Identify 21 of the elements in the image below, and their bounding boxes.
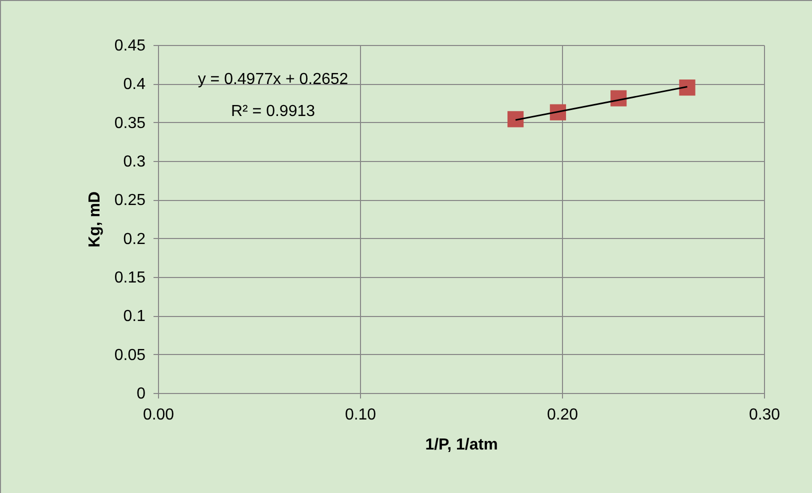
x-axis-title: 1/P, 1/atm <box>425 436 498 454</box>
y-tick-label: 0.35 <box>114 114 146 132</box>
y-tick-label: 0.1 <box>123 308 146 326</box>
y-axis-title: Kg, mD <box>86 192 104 248</box>
x-tick-label: 0.00 <box>142 406 174 424</box>
y-tick-label: 0.05 <box>114 346 146 364</box>
annotation: R² = 0.9913 <box>230 103 316 120</box>
point <box>550 104 566 120</box>
y-tick-label: 0.4 <box>123 76 146 94</box>
y-tick-label: 0.3 <box>123 154 146 170</box>
y-tick-label: 0.15 <box>114 270 146 286</box>
x-tick-label: 0.30 <box>748 406 780 424</box>
annotation: y = 0.4977x + 0.2652 <box>198 71 348 88</box>
point <box>679 79 696 96</box>
x-tick-label: 0.10 <box>344 406 376 424</box>
y-tick-label: 0 <box>136 386 146 402</box>
point <box>507 111 524 128</box>
y-tick-label: 0.25 <box>114 192 146 210</box>
y-tick-label: 0.45 <box>114 38 146 54</box>
x-tick-label: 0.20 <box>546 406 578 424</box>
y-tick-label: 0.2 <box>123 230 146 248</box>
